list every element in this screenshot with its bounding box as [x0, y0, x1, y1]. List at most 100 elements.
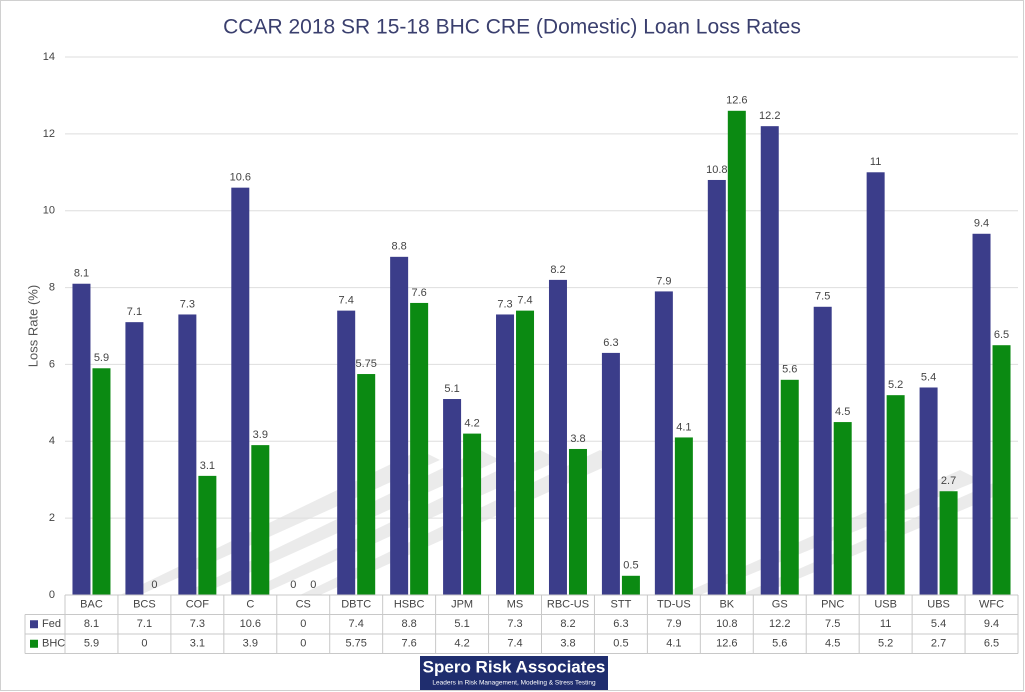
bar — [548, 279, 567, 595]
table-cell: 5.2 — [878, 638, 893, 650]
bar — [496, 314, 515, 595]
table-cell: 7.1 — [137, 618, 152, 630]
bar — [198, 475, 217, 595]
bar — [443, 399, 462, 595]
x-tick-label: MS — [507, 599, 524, 611]
table-cell: 5.4 — [931, 618, 946, 630]
x-tick-label: C — [246, 599, 254, 611]
data-label: 7.9 — [656, 275, 671, 287]
table-cell: 4.5 — [825, 638, 840, 650]
table-cell: 2.7 — [931, 638, 946, 650]
bar — [125, 322, 144, 595]
bar — [939, 491, 958, 595]
bar — [727, 110, 746, 596]
bar — [833, 422, 852, 595]
data-label: 5.6 — [782, 364, 797, 376]
data-label: 0 — [290, 579, 296, 591]
table-cell: 7.5 — [825, 618, 840, 630]
data-label: 7.5 — [815, 291, 830, 303]
table-cell: 7.6 — [401, 638, 416, 650]
bar — [410, 302, 429, 595]
data-label: 5.2 — [888, 379, 903, 391]
bar — [337, 310, 356, 595]
table-cell: 5.9 — [84, 638, 99, 650]
table-cell: 3.8 — [560, 638, 575, 650]
bar — [992, 345, 1011, 595]
table-cell: 8.1 — [84, 618, 99, 630]
bar — [92, 368, 111, 595]
data-label: 0 — [310, 579, 316, 591]
x-tick-label: CS — [296, 599, 311, 611]
table-cell: 11 — [880, 618, 891, 630]
legend-label: Fed — [42, 618, 61, 630]
bar — [886, 395, 905, 595]
data-label: 9.4 — [974, 218, 989, 230]
bar — [390, 256, 409, 595]
y-tick-label: 8 — [49, 281, 55, 293]
x-tick-label: WFC — [979, 599, 1004, 611]
x-tick-label: HSBC — [394, 599, 425, 611]
data-label: 7.3 — [497, 298, 512, 310]
table-cell: 3.9 — [243, 638, 258, 650]
table-cell: 9.4 — [984, 618, 999, 630]
bar — [972, 233, 991, 595]
table-cell: 8.8 — [401, 618, 416, 630]
bar — [516, 310, 535, 595]
legend-label: BHC — [42, 638, 65, 650]
bar — [601, 352, 620, 595]
data-label: 7.1 — [127, 306, 142, 318]
legend-swatch — [30, 620, 38, 629]
table-cell: 0 — [300, 618, 306, 630]
table-cell: 4.1 — [666, 638, 681, 650]
bar — [72, 283, 91, 595]
bar — [231, 187, 250, 595]
x-tick-label: STT — [611, 599, 632, 611]
data-label: 5.4 — [921, 371, 936, 383]
data-label: 10.6 — [230, 172, 251, 184]
data-label: 11 — [870, 156, 881, 168]
y-tick-label: 12 — [43, 128, 55, 140]
x-tick-label: COF — [186, 599, 210, 611]
x-tick-label: RBC-US — [547, 599, 589, 611]
bar — [654, 291, 673, 595]
data-label: 0 — [151, 579, 157, 591]
data-label: 7.4 — [517, 295, 532, 307]
table-cell: 0.5 — [613, 638, 628, 650]
table-cell: 12.2 — [769, 618, 790, 630]
bar — [251, 445, 270, 595]
y-tick-label: 2 — [49, 512, 55, 524]
table-cell: 7.4 — [349, 618, 364, 630]
table-cell: 5.75 — [345, 638, 366, 650]
data-label: 4.2 — [464, 418, 479, 430]
data-label: 12.2 — [759, 110, 780, 122]
data-label: 7.4 — [339, 295, 354, 307]
table-cell: 0 — [141, 638, 147, 650]
data-label: 6.3 — [603, 337, 618, 349]
table-cell: 10.6 — [240, 618, 261, 630]
bar — [760, 126, 779, 596]
table-cell: 4.2 — [454, 638, 469, 650]
y-tick-label: 6 — [49, 358, 55, 370]
y-tick-label: 14 — [43, 51, 55, 63]
bar — [178, 314, 197, 595]
data-label: 2.7 — [941, 475, 956, 487]
data-label: 4.5 — [835, 406, 850, 418]
data-label: 0.5 — [623, 560, 638, 572]
table-cell: 7.9 — [666, 618, 681, 630]
x-tick-label: JPM — [451, 599, 473, 611]
y-axis-title: Loss Rate (%) — [25, 285, 40, 367]
y-tick-label: 4 — [49, 435, 55, 447]
logo-box — [420, 656, 608, 690]
data-label: 6.5 — [994, 329, 1009, 341]
bar — [780, 379, 799, 595]
logo-tagline: Leaders in Risk Management, Modeling & S… — [432, 680, 596, 687]
logo-name: Spero Risk Associates — [423, 657, 606, 676]
table-cell: 12.6 — [716, 638, 737, 650]
table-cell: 8.2 — [560, 618, 575, 630]
x-tick-label: PNC — [821, 599, 844, 611]
data-label: 5.9 — [94, 352, 109, 364]
data-label: 8.2 — [550, 264, 565, 276]
x-tick-label: BK — [719, 599, 734, 611]
x-tick-label: DBTC — [341, 599, 371, 611]
